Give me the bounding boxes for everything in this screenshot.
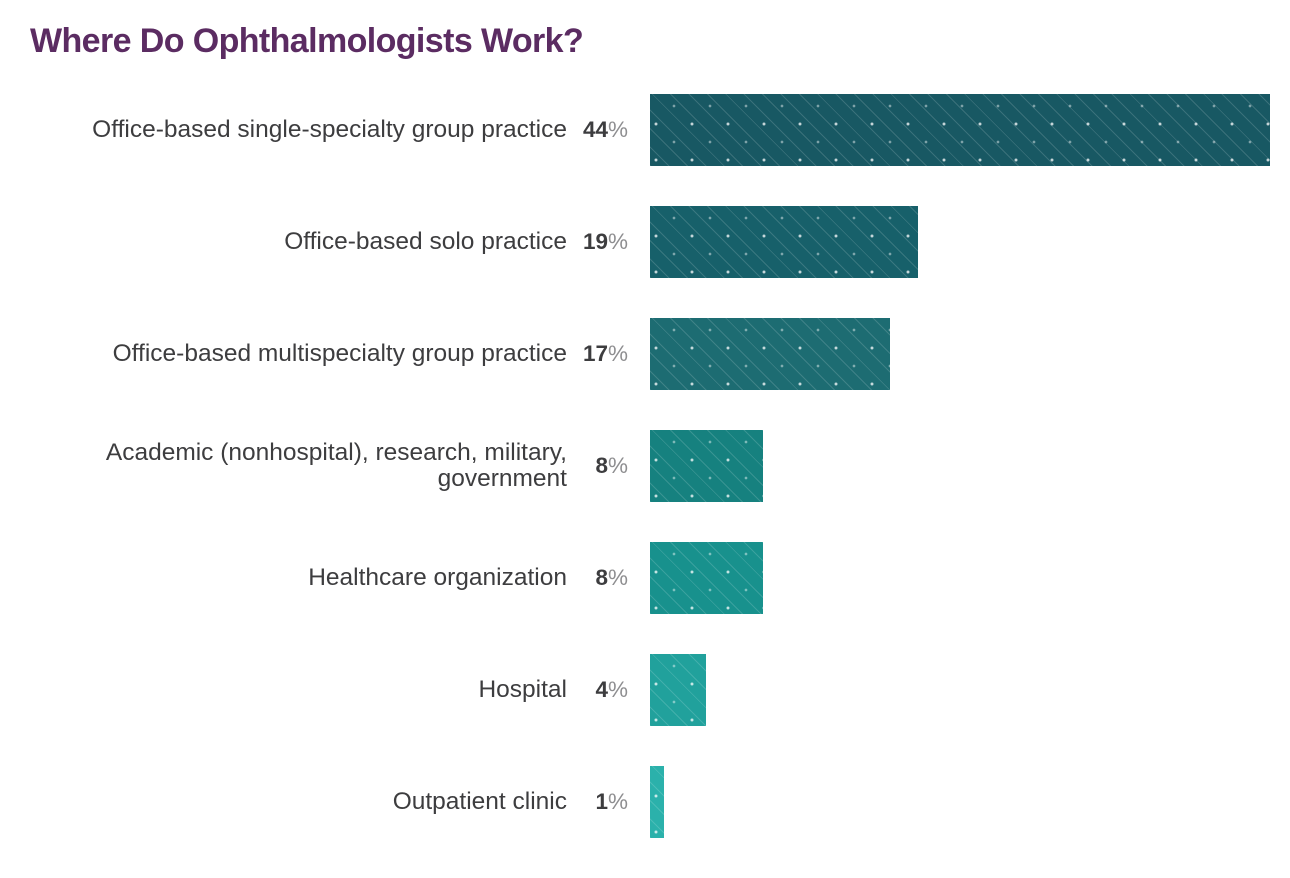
category-label: Academic (nonhospital), research, milita… [105,439,567,492]
chart-row: Outpatient clinic 1% [0,746,1290,858]
bar-track [650,430,1290,502]
chart-row: Office-based solo practice 19% [0,186,1290,298]
value-number: 17 [582,341,608,366]
percent-sign-icon: % [607,229,628,254]
category-label: Office-based multispecialty group practi… [112,340,567,368]
category-label: Healthcare organization [308,564,567,592]
percent-sign-icon: % [607,341,628,366]
bar [650,206,918,278]
percent-sign-icon: % [607,117,628,142]
bar [650,654,706,726]
value-number: 1 [595,789,608,814]
value-label: 8% [567,453,628,479]
value-label: 17% [567,341,628,367]
chart-row: Healthcare organization 8% [0,522,1290,634]
chart-row: Office-based single-specialty group prac… [0,74,1290,186]
percent-sign-icon: % [607,789,628,814]
category-label: Office-based solo practice [284,228,567,256]
value-label: 8% [567,565,628,591]
value-number: 8 [595,565,608,590]
percent-sign-icon: % [607,453,628,478]
category-label: Office-based single-specialty group prac… [92,116,567,144]
chart-row: Hospital 4% [0,634,1290,746]
category-label: Outpatient clinic [392,788,567,816]
bar [650,430,763,502]
page-title: Where Do Ophthalmologists Work? [30,22,584,60]
bar-track [650,654,1290,726]
percent-sign-icon: % [607,677,628,702]
bar [650,542,763,614]
bar-track [650,206,1290,278]
bar-chart: Office-based single-specialty group prac… [0,74,1290,858]
bar [650,766,664,838]
value-number: 8 [595,453,608,478]
category-label: Hospital [478,676,567,704]
value-number: 44 [582,117,608,142]
value-label: 19% [567,229,628,255]
bar-track [650,318,1290,390]
value-number: 19 [582,229,608,254]
percent-sign-icon: % [607,565,628,590]
bar-track [650,542,1290,614]
bar-track [650,766,1290,838]
value-label: 1% [567,789,628,815]
value-number: 4 [595,677,608,702]
value-label: 44% [567,117,628,143]
value-label: 4% [567,677,628,703]
chart-row: Office-based multispecialty group practi… [0,298,1290,410]
chart-row: Academic (nonhospital), research, milita… [0,410,1290,522]
bar [650,94,1270,166]
bar [650,318,890,390]
bar-track [650,94,1290,166]
